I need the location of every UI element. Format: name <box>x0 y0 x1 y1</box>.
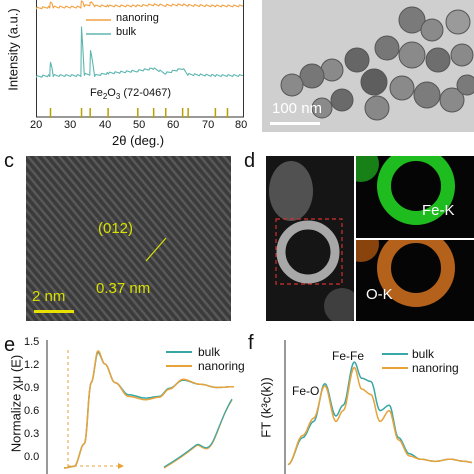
ref-o: O <box>107 87 116 99</box>
panel-a-legend-bulk: bulk <box>116 26 137 38</box>
ft-series-nanoring <box>287 366 472 466</box>
panel-e-curves <box>63 350 234 469</box>
ytick: 0.9 <box>24 382 40 394</box>
xrd-reference-lines <box>49 108 229 118</box>
xtick: 60 <box>167 119 180 131</box>
panel-d-o-map: O-K <box>356 240 474 321</box>
panel-a: Intensity (a.u.) nanoring bulk Fe2O3 (72… <box>0 0 248 150</box>
panel-c-scalebar-label: 2 nm <box>32 288 66 305</box>
panel-f-legend-bulk: bulk <box>412 347 435 361</box>
panel-b-tem-image: 100 nm <box>262 0 474 132</box>
panel-e-ylabel: Normalize χμ (E) <box>8 354 24 453</box>
panel-f-legend-nanoring: nanoring <box>412 361 459 375</box>
panel-f-peak-fefe: Fe-Fe <box>332 349 365 363</box>
tem-particles-drawing <box>262 0 474 132</box>
panel-c-letter: c <box>4 150 14 172</box>
ytick: 1.5 <box>24 336 40 348</box>
panel-e-letter: e <box>4 334 16 356</box>
pre-edge-inset-bulk <box>163 398 233 468</box>
panel-a-legend-nanoring: nanoring <box>116 12 159 24</box>
panel-a-reference-label: Fe2O3 (72-0467) <box>90 87 171 101</box>
tem-scalebar <box>270 122 320 125</box>
panel-f-plot <box>284 340 472 474</box>
ytick: 1.2 <box>24 359 40 371</box>
ref-code: (72-0467) <box>123 87 172 99</box>
xtick: 50 <box>133 119 146 131</box>
panel-a-plot <box>36 0 244 118</box>
xtick: 40 <box>99 119 112 131</box>
panel-e-plot <box>46 340 234 474</box>
xrd-series-bulk <box>36 26 243 78</box>
panel-c-plane: (012) <box>98 220 134 237</box>
panel-a-xlabel: 2θ (deg.) <box>112 133 165 148</box>
panel-a-frame <box>36 0 244 118</box>
panel-f-ylabel: FT (k³c(k)) <box>258 377 274 438</box>
ref-sub-2: 2 <box>102 92 108 102</box>
haadf-drawing <box>266 156 354 321</box>
panel-f-peak-feo: Fe-O <box>292 384 320 398</box>
panel-d-haadf-image <box>266 156 354 321</box>
xrd-nanoring-curve <box>36 0 243 10</box>
xtick: 30 <box>64 119 77 131</box>
xanes-series-nanoring <box>63 350 234 469</box>
panel-e-legend-nanoring: nanoring <box>198 359 245 373</box>
haadf-selection-box <box>275 218 343 285</box>
panel-a-ylabel: Intensity (a.u.) <box>5 8 21 91</box>
pre-edge-inset-nanoring <box>163 399 233 469</box>
ref-fe: Fe <box>90 87 103 99</box>
hrtem-scalebar <box>34 310 74 313</box>
xrd-bulk-curve <box>36 26 243 78</box>
xrd-series-nanoring <box>36 0 243 10</box>
panel-e-yticks: 1.5 1.2 0.9 0.6 0.3 0.0 <box>24 336 46 474</box>
ft-series-bulk <box>287 361 472 466</box>
panel-a-xticks: 20 30 40 50 60 70 80 <box>30 119 248 133</box>
xtick: 20 <box>30 119 43 131</box>
panel-e-legend-bulk: bulk <box>198 345 221 359</box>
xtick: 80 <box>235 119 248 131</box>
edge-arrow-head <box>118 463 124 469</box>
panel-d-letter: d <box>244 150 256 172</box>
panel-c-spacing: 0.37 nm <box>96 280 151 297</box>
ytick: 0.0 <box>24 451 40 463</box>
panel-b-scalebar-label: 100 nm <box>272 100 323 117</box>
panel-f-curves <box>287 361 472 466</box>
xtick: 70 <box>202 119 215 131</box>
panel-d-fe-map: Fe-K <box>356 156 474 238</box>
hrtem-lattice-drawing <box>26 156 231 321</box>
ytick: 0.3 <box>24 428 40 440</box>
ytick: 0.6 <box>24 405 40 417</box>
panel-c-hrtem-image: (012) 0.37 nm 2 nm <box>26 156 231 321</box>
panel-f-letter: f <box>248 332 254 354</box>
lattice-marker-line <box>145 237 167 262</box>
panel-d-fe-label: Fe-K <box>422 202 455 219</box>
ref-sub-3: 3 <box>115 92 121 102</box>
panel-d-o-label: O-K <box>366 286 393 303</box>
